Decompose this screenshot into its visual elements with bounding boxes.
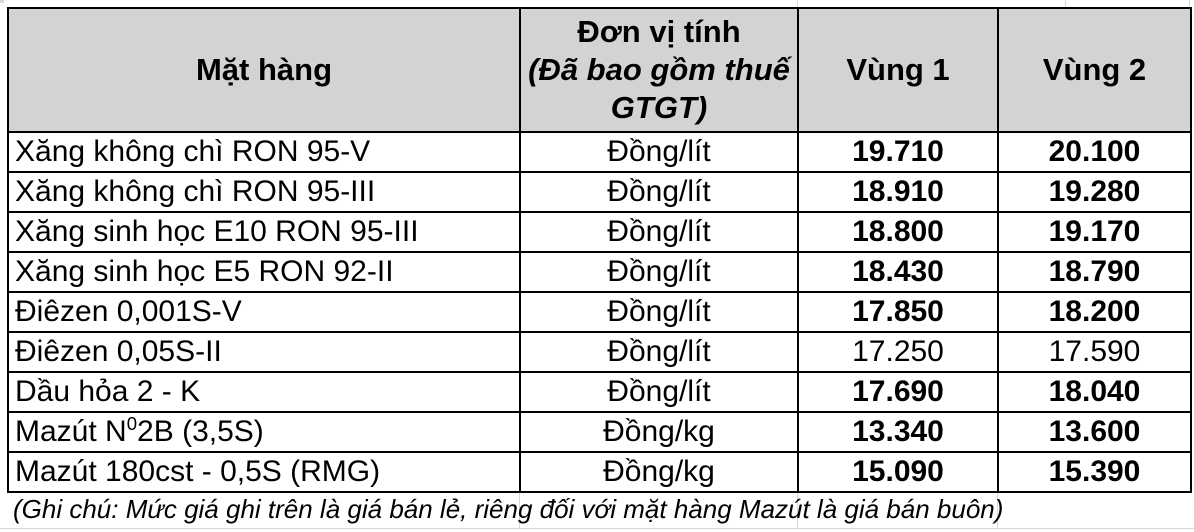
gridline-fragment xyxy=(997,491,998,528)
region1-price: 13.340 xyxy=(797,411,999,453)
table-row: Điêzen 0,001S-V Đồng/lít 17.850 18.200 xyxy=(7,291,1192,333)
table-row: Xăng sinh học E5 RON 92-II Đồng/lít 18.4… xyxy=(7,251,1192,293)
region2-price: 19.280 xyxy=(997,171,1192,213)
product-name: Xăng không chì RON 95-V xyxy=(7,131,521,173)
unit-header-caption-line2: GTGT) xyxy=(610,90,708,125)
region2-price: 20.100 xyxy=(997,131,1192,173)
header-row: Mặt hàng Đơn vị tính (Đã bao gồm thuế GT… xyxy=(7,7,1192,133)
table-row: Mazút N02B (3,5S) Đồng/kg 13.340 13.600 xyxy=(7,411,1192,453)
product-name: Dầu hỏa 2 - K xyxy=(7,371,521,413)
unit-value: Đồng/kg xyxy=(519,411,799,453)
region2-price: 15.390 xyxy=(997,451,1192,493)
unit-value: Đồng/lít xyxy=(519,171,799,213)
unit-header-title: Đơn vị tính xyxy=(577,14,741,49)
table-row: Xăng không chì RON 95-III Đồng/lít 18.91… xyxy=(7,171,1192,213)
product-name: Mazút N02B (3,5S) xyxy=(7,411,521,453)
gridline-fragment xyxy=(0,528,1194,529)
unit-value: Đồng/lít xyxy=(519,211,799,253)
gridline-fragment xyxy=(519,491,520,528)
unit-value: Đồng/lít xyxy=(519,371,799,413)
product-name: Điêzen 0,05S-II xyxy=(7,331,521,373)
gridline-fragment xyxy=(1189,0,1190,6)
col-header-product: Mặt hàng xyxy=(7,7,521,133)
region1-price: 15.090 xyxy=(797,451,999,493)
gridline-fragment xyxy=(797,491,798,528)
unit-header-caption-line1: (Đã bao gồm thuế xyxy=(528,52,790,87)
table-row: Điêzen 0,05S-II Đồng/lít 17.250 17.590 xyxy=(7,331,1192,373)
table-row: Xăng không chì RON 95-V Đồng/lít 19.710 … xyxy=(7,131,1192,173)
region1-price: 19.710 xyxy=(797,131,999,173)
region1-price: 17.250 xyxy=(797,331,999,373)
unit-value: Đồng/lít xyxy=(519,291,799,333)
product-name: Xăng không chì RON 95-III xyxy=(7,171,521,213)
fuel-price-table: Mặt hàng Đơn vị tính (Đã bao gồm thuế GT… xyxy=(7,7,1192,493)
gridline-fragment xyxy=(797,0,798,7)
unit-value: Đồng/lít xyxy=(519,131,799,173)
region2-price: 18.040 xyxy=(997,371,1192,413)
region2-price: 19.170 xyxy=(997,211,1192,253)
product-name: Xăng sinh học E10 RON 95-III xyxy=(7,211,521,253)
region2-price: 18.790 xyxy=(997,251,1192,293)
gridline-fragment xyxy=(1065,0,1066,7)
table-row: Xăng sinh học E10 RON 95-III Đồng/lít 18… xyxy=(7,211,1192,253)
product-name: Xăng sinh học E5 RON 92-II xyxy=(7,251,521,293)
region2-price: 18.200 xyxy=(997,291,1192,333)
table-row: Dầu hỏa 2 - K Đồng/lít 17.690 18.040 xyxy=(7,371,1192,413)
col-header-region2: Vùng 2 xyxy=(997,7,1192,133)
unit-value: Đồng/lít xyxy=(519,251,799,293)
product-name: Điêzen 0,001S-V xyxy=(7,291,521,333)
product-name: Mazút 180cst - 0,5S (RMG) xyxy=(7,451,521,493)
footnote: (Ghi chú: Mức giá ghi trên là giá bán lẻ… xyxy=(13,494,1004,524)
region1-price: 18.430 xyxy=(797,251,999,293)
table-row: Mazút 180cst - 0,5S (RMG) Đồng/kg 15.090… xyxy=(7,451,1192,493)
col-header-unit: Đơn vị tính (Đã bao gồm thuế GTGT) xyxy=(519,7,799,133)
region1-price: 18.800 xyxy=(797,211,999,253)
gridline-fragment xyxy=(0,0,4,3)
region1-price: 18.910 xyxy=(797,171,999,213)
unit-value: Đồng/kg xyxy=(519,451,799,493)
region1-price: 17.690 xyxy=(797,371,999,413)
col-header-region1: Vùng 1 xyxy=(797,7,999,133)
region2-price: 13.600 xyxy=(997,411,1192,453)
region1-price: 17.850 xyxy=(797,291,999,333)
region2-price: 17.590 xyxy=(997,331,1192,373)
superscript: 0 xyxy=(126,413,138,434)
unit-value: Đồng/lít xyxy=(519,331,799,373)
